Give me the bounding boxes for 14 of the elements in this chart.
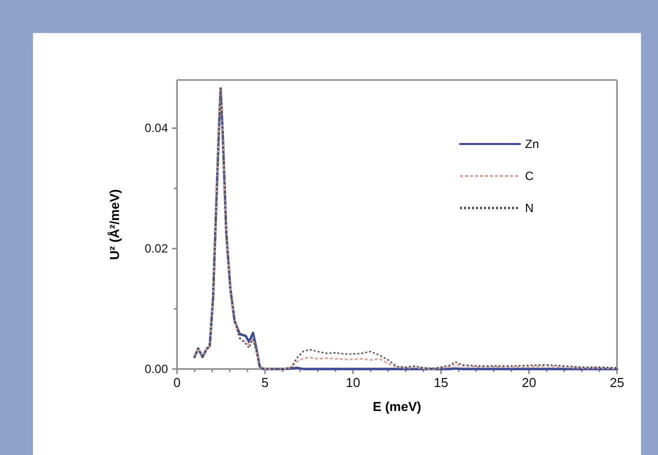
x-tick-label: 20 xyxy=(522,375,536,390)
x-tick-label: 25 xyxy=(610,375,624,390)
legend-label: N xyxy=(525,201,534,215)
legend-label: C xyxy=(525,169,534,183)
y-tick-label: 0.02 xyxy=(144,241,168,256)
x-tick-label: 10 xyxy=(346,375,360,390)
x-tick-label: 0 xyxy=(173,375,181,390)
legend-label: Zn xyxy=(525,137,540,151)
y-tick-label: 0.00 xyxy=(144,362,168,376)
x-tick-label: 15 xyxy=(434,375,448,390)
y-tick-label: 0.04 xyxy=(144,121,168,136)
y-axis-title: U² (Å²/meV) xyxy=(107,189,122,260)
x-axis-title: E (meV) xyxy=(372,399,422,414)
x-tick-label: 5 xyxy=(261,375,269,390)
